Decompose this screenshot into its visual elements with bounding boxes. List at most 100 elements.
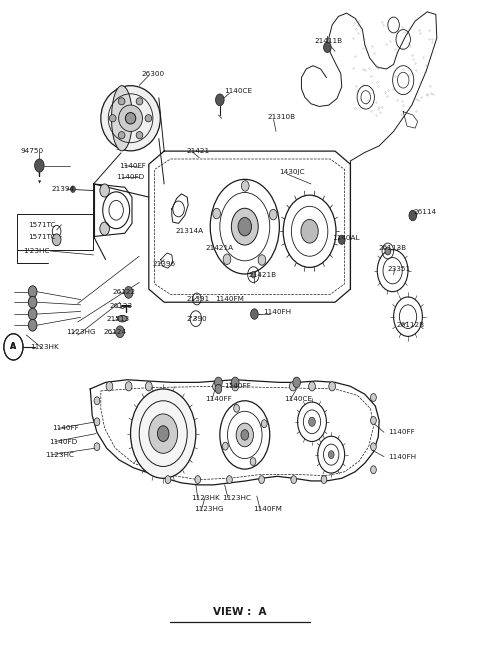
Circle shape (385, 247, 391, 255)
Circle shape (371, 443, 376, 451)
Circle shape (28, 296, 37, 308)
Circle shape (227, 476, 232, 484)
Circle shape (251, 309, 258, 319)
Circle shape (131, 389, 196, 478)
Text: 1123HC: 1123HC (222, 495, 251, 501)
Circle shape (149, 414, 178, 453)
Text: 21391: 21391 (186, 296, 209, 302)
Text: 21513: 21513 (107, 315, 130, 322)
Ellipse shape (119, 105, 143, 131)
Circle shape (215, 384, 222, 394)
Circle shape (216, 94, 224, 106)
Circle shape (94, 418, 100, 426)
Ellipse shape (125, 112, 136, 124)
Text: 1571TC: 1571TC (28, 221, 55, 228)
Text: 21394: 21394 (52, 186, 75, 193)
Text: A: A (10, 342, 17, 351)
Text: 26112B: 26112B (396, 322, 424, 328)
Text: 1140FD: 1140FD (116, 174, 144, 181)
Circle shape (371, 394, 376, 401)
Text: 1140FM: 1140FM (253, 506, 282, 512)
Circle shape (321, 476, 327, 484)
Ellipse shape (136, 98, 143, 105)
Text: 1140FF: 1140FF (205, 396, 232, 403)
Circle shape (106, 382, 113, 391)
Text: 1140AL: 1140AL (332, 235, 360, 241)
Text: 94750: 94750 (20, 148, 43, 154)
Text: 1571TC: 1571TC (28, 233, 55, 240)
Text: 1140FF: 1140FF (52, 425, 79, 432)
Ellipse shape (109, 114, 116, 122)
Text: 1'23HC: 1'23HC (23, 248, 49, 254)
Circle shape (289, 382, 296, 391)
Circle shape (409, 210, 417, 221)
Circle shape (35, 159, 44, 172)
Text: 1140FM: 1140FM (215, 296, 244, 302)
Circle shape (231, 377, 239, 388)
Text: 26300: 26300 (142, 70, 165, 77)
Circle shape (329, 382, 336, 391)
Ellipse shape (136, 131, 143, 139)
Circle shape (94, 443, 100, 451)
Text: 21396: 21396 (153, 261, 176, 267)
Text: 1140FF: 1140FF (119, 162, 146, 169)
Text: 1140FH: 1140FH (263, 309, 291, 315)
Text: 1123HC: 1123HC (46, 451, 74, 458)
Circle shape (94, 397, 100, 405)
Circle shape (259, 476, 264, 484)
Text: 26123: 26123 (109, 302, 132, 309)
Circle shape (71, 186, 75, 193)
Circle shape (301, 219, 318, 243)
Bar (17, 214, 93, 250)
Circle shape (234, 404, 240, 412)
Circle shape (291, 476, 297, 484)
Circle shape (52, 234, 61, 246)
Circle shape (125, 382, 132, 391)
Ellipse shape (111, 85, 132, 151)
Circle shape (222, 442, 228, 450)
Circle shape (338, 235, 345, 244)
Circle shape (116, 326, 124, 338)
Ellipse shape (118, 98, 125, 105)
Circle shape (293, 377, 300, 388)
Text: 26124: 26124 (103, 328, 126, 335)
Text: 1140CE: 1140CE (225, 87, 253, 94)
Circle shape (157, 426, 169, 442)
Text: 1140FF: 1140FF (388, 429, 415, 436)
Text: 21310B: 21310B (268, 114, 296, 120)
Text: 1430JC: 1430JC (279, 169, 305, 175)
Text: 1140FH: 1140FH (388, 453, 416, 460)
Circle shape (309, 382, 315, 391)
Ellipse shape (118, 315, 127, 322)
Text: 26122: 26122 (113, 289, 136, 296)
Text: 1123HK: 1123HK (191, 495, 220, 501)
Text: 1140FF: 1140FF (225, 383, 252, 390)
Circle shape (213, 208, 220, 219)
Text: 21314A: 21314A (175, 228, 204, 235)
Circle shape (28, 286, 37, 298)
Circle shape (213, 382, 219, 391)
Circle shape (238, 217, 252, 236)
Circle shape (100, 222, 109, 235)
Text: 1140FD: 1140FD (49, 438, 77, 445)
Text: VIEW :  A: VIEW : A (213, 607, 267, 618)
Text: 21421B: 21421B (249, 271, 277, 278)
Circle shape (165, 476, 171, 484)
Text: 1123HG: 1123HG (66, 328, 96, 335)
Circle shape (262, 420, 267, 428)
Circle shape (232, 382, 239, 391)
Circle shape (269, 210, 277, 220)
Text: 21421: 21421 (186, 148, 209, 154)
Ellipse shape (145, 114, 152, 122)
Circle shape (241, 430, 249, 440)
Circle shape (223, 254, 231, 265)
Circle shape (241, 181, 249, 191)
Text: ▼: ▼ (38, 180, 41, 184)
Circle shape (145, 382, 152, 391)
Text: A: A (10, 342, 17, 351)
Circle shape (28, 319, 37, 331)
Ellipse shape (101, 85, 160, 151)
Text: 26114: 26114 (414, 208, 437, 215)
Circle shape (124, 286, 133, 298)
Text: 1123HG: 1123HG (194, 506, 224, 512)
